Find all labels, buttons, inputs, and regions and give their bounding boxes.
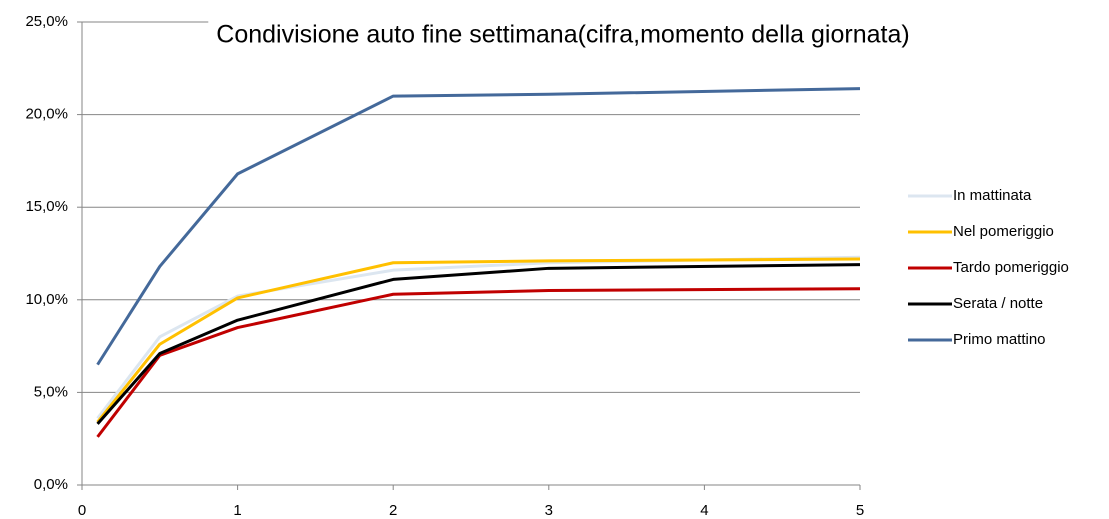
y-tick-label: 0,0% [34, 476, 68, 493]
y-tick-label: 10,0% [25, 291, 68, 308]
x-tick-label: 4 [700, 502, 708, 519]
x-tick-label: 5 [856, 502, 864, 519]
legend-label: Nel pomeriggio [953, 223, 1054, 240]
title-background [208, 16, 918, 53]
series-line [96, 263, 861, 425]
y-tick-label: 15,0% [25, 198, 68, 215]
legend-label: In mattinata [953, 187, 1032, 204]
legend-label: Tardo pomeriggio [953, 259, 1069, 276]
series-line [96, 287, 861, 438]
y-tick-label: 25,0% [25, 13, 68, 30]
series-line [96, 257, 861, 423]
legend-label: Primo mattino [953, 331, 1046, 348]
chart-title: Condivisione auto fine settimana(cifra,m… [216, 21, 909, 49]
y-tick-label: 5,0% [34, 383, 68, 400]
x-tick-label: 1 [233, 502, 241, 519]
legend-label: Serata / notte [953, 295, 1043, 312]
x-tick-label: 0 [78, 502, 86, 519]
series-line [96, 87, 861, 366]
x-tick-label: 3 [545, 502, 553, 519]
x-tick-label: 2 [389, 502, 397, 519]
y-tick-label: 20,0% [25, 106, 68, 123]
